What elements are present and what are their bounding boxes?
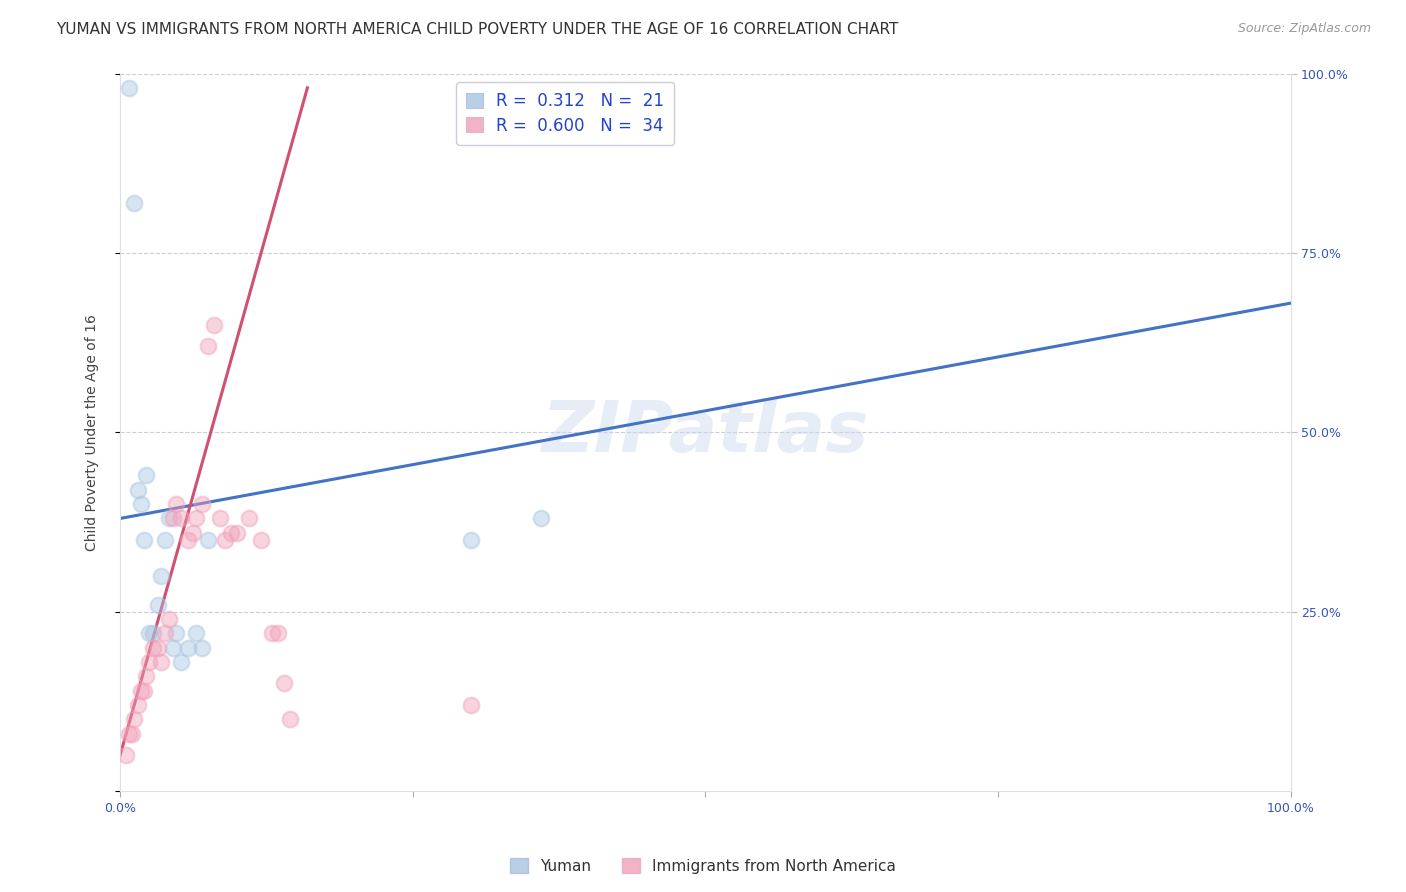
- Point: [273, 676, 295, 690]
- Point: [127, 483, 149, 497]
- Point: [191, 497, 214, 511]
- Point: [162, 640, 184, 655]
- Point: [146, 598, 169, 612]
- Point: [115, 748, 138, 763]
- Point: [249, 533, 271, 547]
- Point: [127, 698, 149, 712]
- Point: [165, 626, 187, 640]
- Text: ZIPatlas: ZIPatlas: [541, 398, 869, 467]
- Point: [181, 525, 204, 540]
- Y-axis label: Child Poverty Under the Age of 16: Child Poverty Under the Age of 16: [86, 314, 100, 550]
- Point: [530, 511, 553, 525]
- Point: [150, 569, 173, 583]
- Point: [221, 525, 243, 540]
- Point: [170, 655, 193, 669]
- Point: [170, 511, 193, 525]
- Point: [162, 511, 184, 525]
- Legend: Yuman, Immigrants from North America: Yuman, Immigrants from North America: [503, 852, 903, 880]
- Point: [226, 525, 249, 540]
- Point: [460, 533, 482, 547]
- Point: [146, 640, 169, 655]
- Point: [129, 497, 152, 511]
- Point: [177, 533, 200, 547]
- Point: [153, 533, 176, 547]
- Point: [135, 468, 157, 483]
- Point: [202, 318, 225, 332]
- Point: [118, 81, 141, 95]
- Point: [191, 640, 214, 655]
- Point: [197, 339, 219, 353]
- Point: [157, 612, 180, 626]
- Point: [157, 511, 180, 525]
- Point: [214, 533, 236, 547]
- Point: [186, 626, 208, 640]
- Point: [142, 640, 165, 655]
- Point: [118, 727, 141, 741]
- Point: [267, 626, 290, 640]
- Point: [186, 511, 208, 525]
- Point: [122, 712, 145, 726]
- Point: [129, 683, 152, 698]
- Legend: R =  0.312   N =  21, R =  0.600   N =  34: R = 0.312 N = 21, R = 0.600 N = 34: [456, 82, 675, 145]
- Point: [197, 533, 219, 547]
- Point: [165, 497, 187, 511]
- Point: [278, 712, 301, 726]
- Point: [121, 727, 143, 741]
- Point: [132, 683, 155, 698]
- Point: [460, 698, 482, 712]
- Point: [150, 655, 173, 669]
- Point: [132, 533, 155, 547]
- Point: [138, 655, 160, 669]
- Point: [177, 640, 200, 655]
- Point: [153, 626, 176, 640]
- Point: [208, 511, 231, 525]
- Text: YUMAN VS IMMIGRANTS FROM NORTH AMERICA CHILD POVERTY UNDER THE AGE OF 16 CORRELA: YUMAN VS IMMIGRANTS FROM NORTH AMERICA C…: [56, 22, 898, 37]
- Point: [262, 626, 284, 640]
- Point: [142, 626, 165, 640]
- Point: [135, 669, 157, 683]
- Point: [138, 626, 160, 640]
- Point: [122, 195, 145, 210]
- Point: [238, 511, 260, 525]
- Text: Source: ZipAtlas.com: Source: ZipAtlas.com: [1237, 22, 1371, 36]
